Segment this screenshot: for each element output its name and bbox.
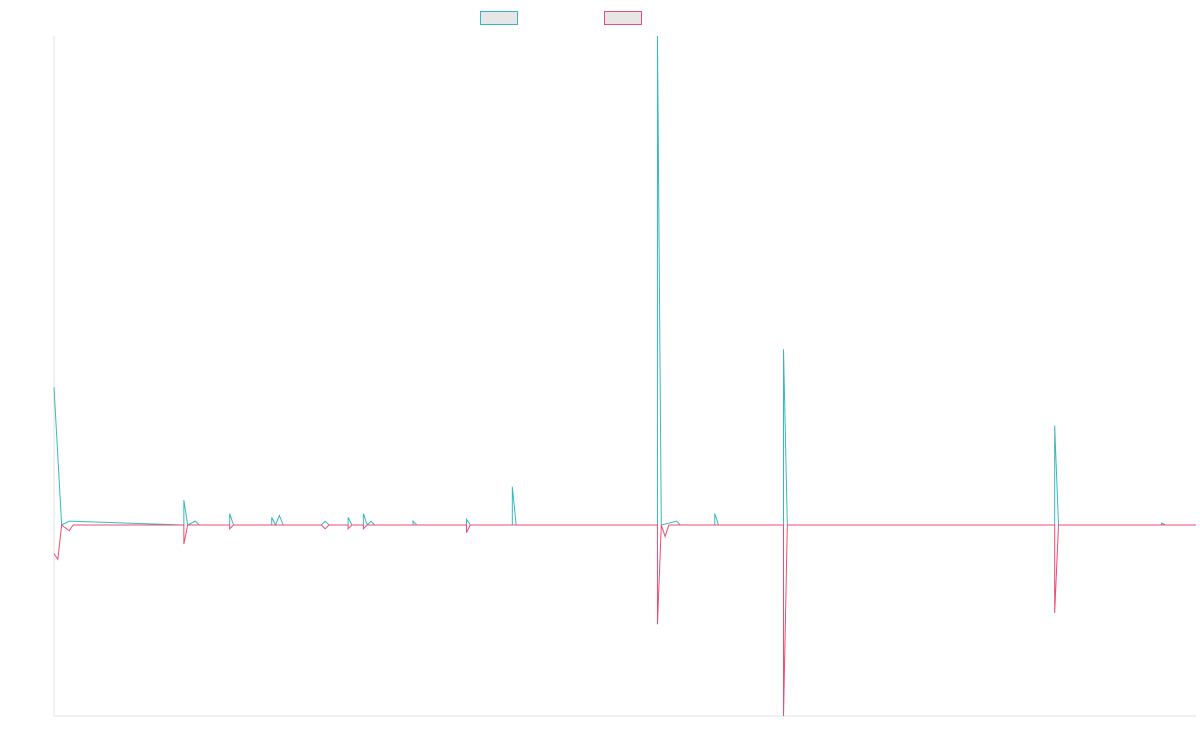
- legend-item-series-b[interactable]: [604, 9, 648, 27]
- legend-swatch-series-a: [480, 11, 518, 25]
- series-b-line: [53, 524, 1196, 717]
- legend-item-series-a[interactable]: [480, 9, 524, 27]
- legend: [0, 9, 1200, 27]
- chart-axes: [53, 36, 1196, 717]
- series-a-line: [53, 35, 1196, 527]
- series-layer: [53, 35, 1196, 717]
- legend-swatch-series-b: [604, 11, 642, 25]
